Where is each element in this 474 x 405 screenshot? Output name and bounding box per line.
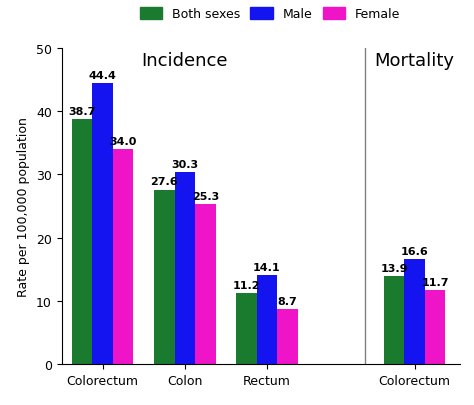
Text: 44.4: 44.4 bbox=[89, 71, 117, 81]
Text: 16.6: 16.6 bbox=[401, 247, 428, 256]
Bar bbox=[256, 275, 277, 364]
Text: Mortality: Mortality bbox=[374, 52, 455, 70]
Text: Incidence: Incidence bbox=[142, 52, 228, 70]
Text: 38.7: 38.7 bbox=[68, 107, 96, 117]
Bar bbox=[195, 205, 216, 364]
Text: 8.7: 8.7 bbox=[277, 296, 297, 306]
Bar bbox=[113, 150, 134, 364]
Text: 13.9: 13.9 bbox=[380, 264, 408, 273]
Bar bbox=[277, 309, 298, 364]
Text: 25.3: 25.3 bbox=[191, 192, 219, 202]
Bar bbox=[236, 294, 256, 364]
Bar bbox=[72, 120, 92, 364]
Text: 11.2: 11.2 bbox=[233, 281, 260, 290]
Bar bbox=[404, 260, 425, 364]
Y-axis label: Rate per 100,000 population: Rate per 100,000 population bbox=[18, 117, 30, 296]
Bar bbox=[425, 290, 446, 364]
Bar bbox=[174, 173, 195, 364]
Text: 27.6: 27.6 bbox=[150, 177, 178, 187]
Bar bbox=[154, 190, 174, 364]
Legend: Both sexes, Male, Female: Both sexes, Male, Female bbox=[140, 8, 401, 21]
Bar bbox=[384, 277, 404, 364]
Text: 30.3: 30.3 bbox=[171, 160, 198, 170]
Text: 34.0: 34.0 bbox=[109, 136, 137, 147]
Bar bbox=[92, 84, 113, 364]
Text: 14.1: 14.1 bbox=[253, 262, 281, 272]
Text: 11.7: 11.7 bbox=[421, 277, 449, 288]
